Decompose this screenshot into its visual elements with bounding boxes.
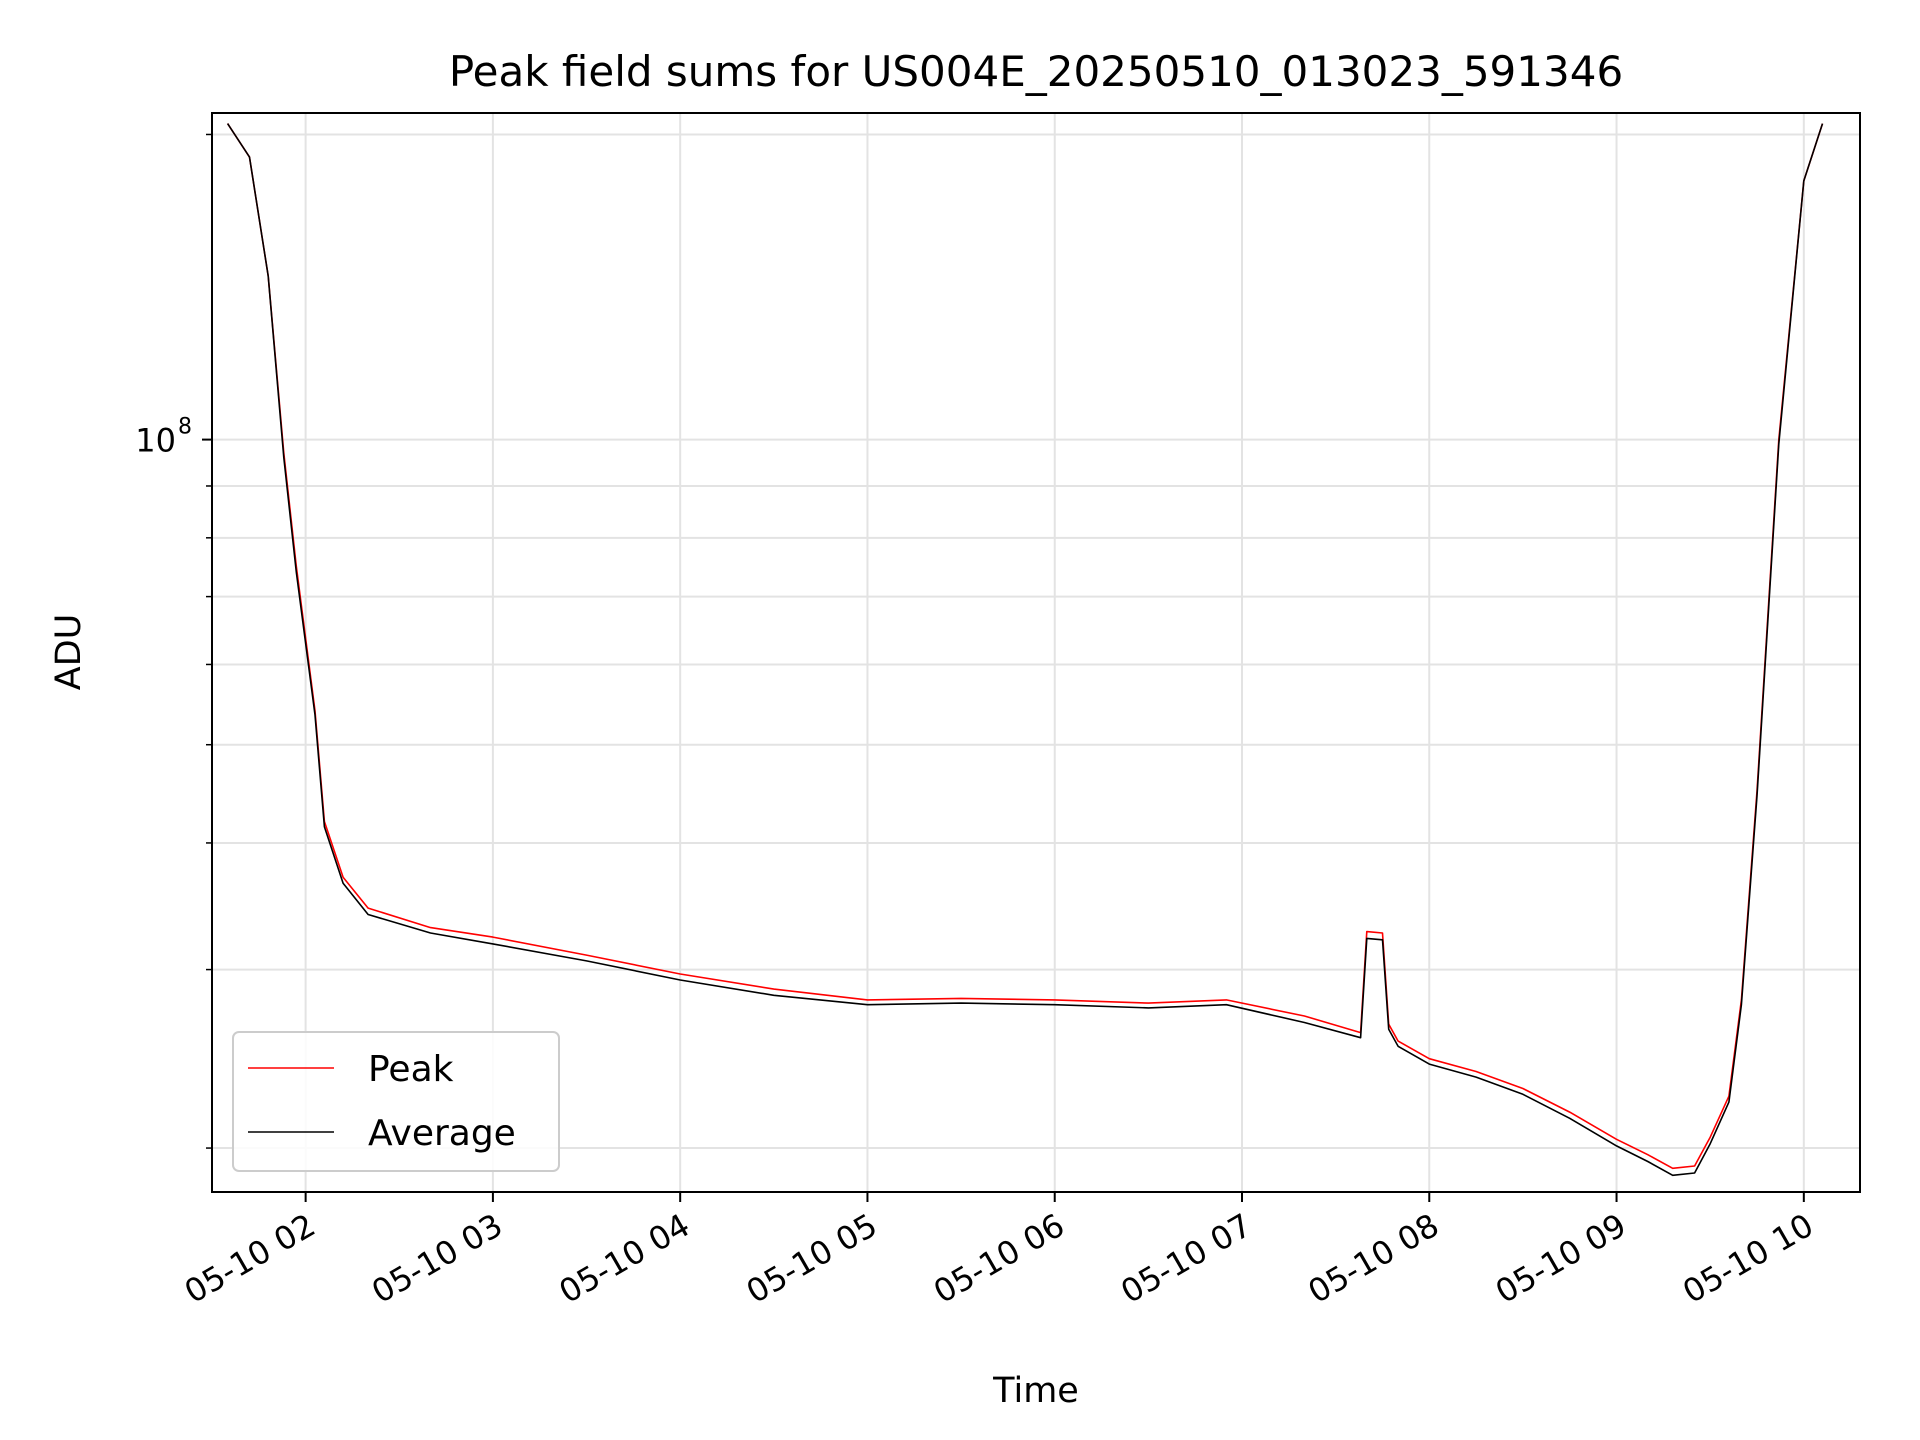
legend-box: [232, 1031, 560, 1172]
legend-label-peak: Peak: [368, 1049, 454, 1090]
y-tick-label: 10: [135, 422, 176, 460]
series-line-peak: [226, 123, 1824, 1170]
legend-label-average: Average: [368, 1113, 516, 1154]
legend: Peak Average: [232, 1031, 560, 1172]
y-axis-ticks: 10 8: [135, 133, 212, 1149]
chart-title: Peak field sums for US004E_20250510_0130…: [449, 47, 1623, 96]
y-tick-exponent: 8: [178, 415, 192, 440]
series-line-average: [226, 123, 1824, 1177]
x-axis-label: Time: [992, 1371, 1079, 1411]
series-layer: [226, 123, 1824, 1177]
y-axis-label: ADU: [49, 614, 89, 691]
plot-area-frame: [211, 112, 1861, 1193]
grid: [212, 113, 1860, 1192]
